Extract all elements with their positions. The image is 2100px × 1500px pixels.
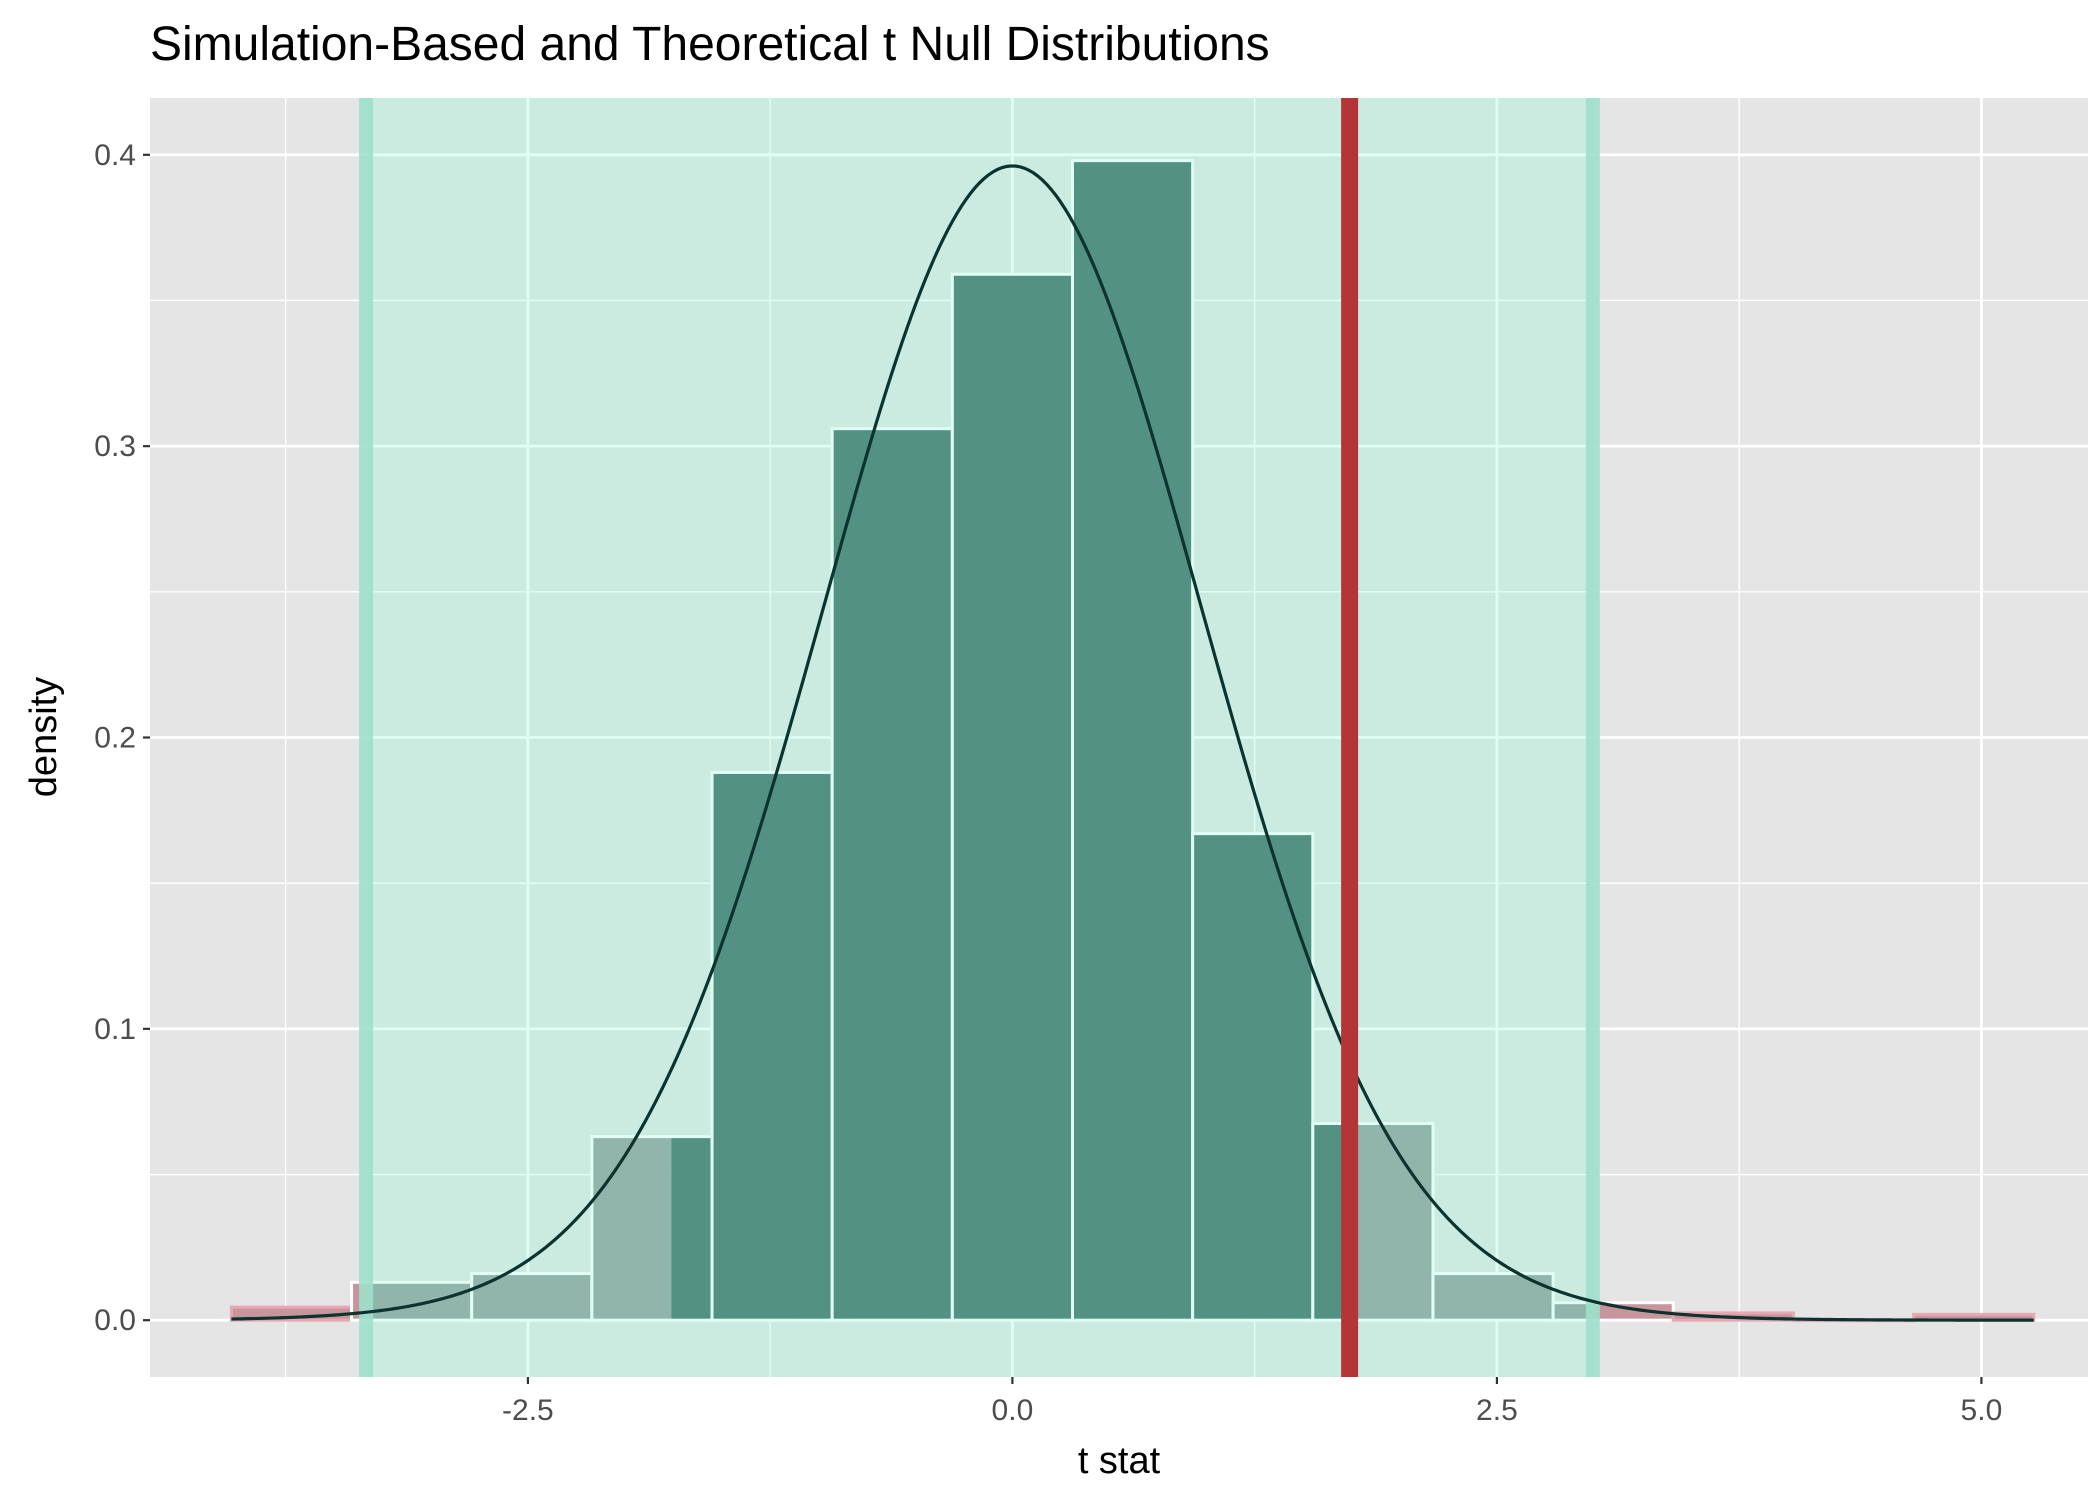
- y-tick-label: 0.2: [94, 722, 136, 755]
- histogram-bar: [1431, 1272, 1555, 1322]
- histogram-bar-fill: [591, 1136, 672, 1321]
- histogram-bar-fill: [832, 428, 953, 1321]
- shaded-region-rect: [366, 98, 1593, 1377]
- y-tick-label: 0.0: [94, 1304, 136, 1337]
- theoretical-curve: [231, 164, 2034, 1322]
- histogram-bar: [1070, 159, 1195, 1322]
- histogram-bar: [1671, 1311, 1795, 1322]
- histogram-bar-fill: [1349, 1123, 1433, 1321]
- x-axis: -2.5 0.0 2.5 5.0: [502, 1377, 2002, 1427]
- theoretical-curve-layer: [231, 164, 2034, 1322]
- histogram-bar-fill: [1553, 1302, 1593, 1321]
- histogram-bar-fill: [366, 1282, 472, 1321]
- x-tick-label: 5.0: [1961, 1394, 2003, 1427]
- y-tick-label: 0.4: [94, 139, 136, 172]
- histogram-bar-fill: [1913, 1314, 2034, 1321]
- y-axis: 0.0 0.1 0.2 0.3 0.4: [94, 139, 150, 1337]
- y-tick-label: 0.3: [94, 430, 136, 463]
- histogram-bar-fill: [1072, 160, 1193, 1321]
- histogram-bar-fill: [712, 772, 833, 1321]
- y-axis-title: density: [23, 677, 65, 797]
- y-tick-label: 0.1: [94, 1013, 136, 1046]
- x-tick-label: 2.5: [1476, 1394, 1518, 1427]
- histogram-bar: [1191, 832, 1315, 1322]
- x-tick-label: -2.5: [502, 1394, 554, 1427]
- histogram-bar-fill: [671, 1136, 713, 1321]
- shaded-region: [359, 98, 1600, 1377]
- x-axis-title: t stat: [1078, 1440, 1161, 1482]
- histogram-bar: [1311, 1122, 1435, 1322]
- histogram-bar-fill: [952, 274, 1073, 1321]
- x-tick-label: 0.0: [992, 1394, 1034, 1427]
- chart-title: Simulation-Based and Theoretical t Null …: [150, 18, 1270, 71]
